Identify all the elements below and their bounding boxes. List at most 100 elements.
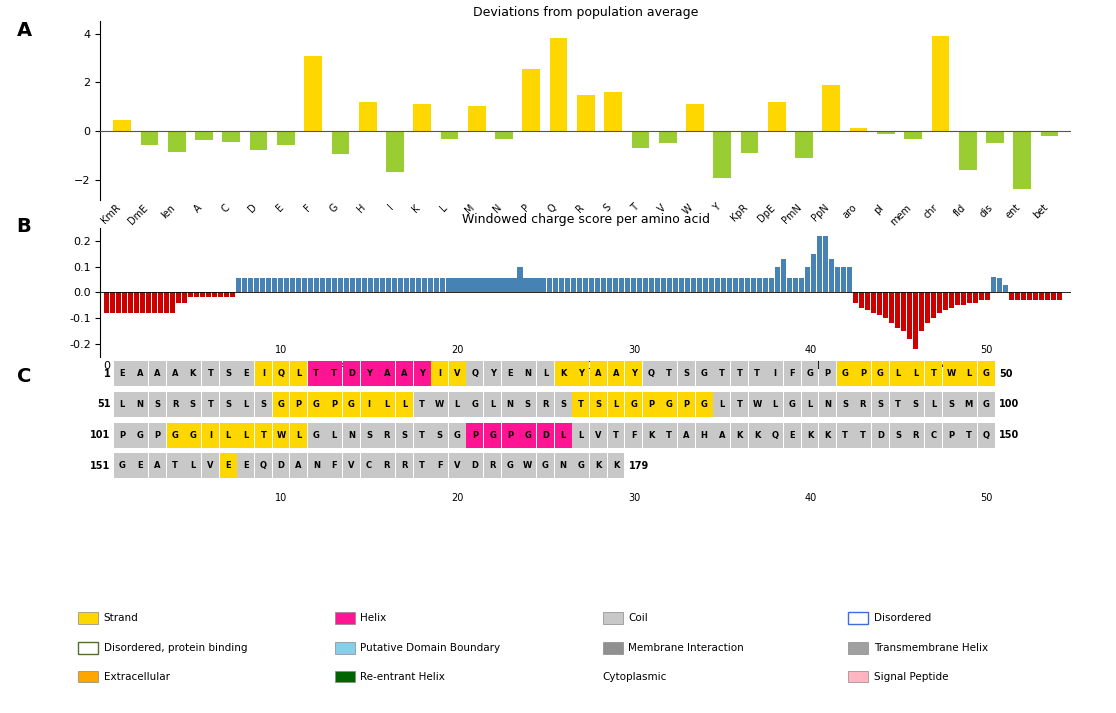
Text: A: A: [683, 431, 690, 440]
Bar: [1021, 292, 1026, 300]
Text: S: S: [225, 369, 231, 379]
Text: W: W: [435, 400, 444, 409]
Text: N: N: [559, 461, 567, 471]
Text: R: R: [859, 400, 866, 409]
Bar: [379, 278, 385, 292]
Text: K: K: [190, 369, 196, 379]
Text: Y: Y: [418, 369, 425, 379]
Bar: [493, 278, 499, 292]
Text: E: E: [789, 431, 796, 440]
Text: G: G: [312, 431, 319, 440]
Text: D: D: [348, 369, 355, 379]
Bar: [931, 292, 936, 318]
Text: Transmembrane Helix: Transmembrane Helix: [874, 643, 988, 653]
Bar: [889, 292, 894, 323]
Text: G: G: [542, 461, 549, 471]
Text: S: S: [402, 431, 407, 440]
Text: V: V: [454, 369, 461, 379]
Text: L: L: [614, 400, 618, 409]
Bar: [242, 278, 247, 292]
Bar: [584, 278, 588, 292]
Text: S: S: [843, 400, 848, 409]
Bar: [344, 278, 348, 292]
Bar: [566, 278, 570, 292]
Text: L: L: [807, 400, 812, 409]
Text: F: F: [789, 369, 796, 379]
Text: T: T: [420, 461, 425, 471]
Bar: [559, 278, 565, 292]
Text: L: L: [578, 431, 584, 440]
Bar: [547, 278, 552, 292]
Text: 50: 50: [999, 369, 1012, 379]
Bar: [331, 278, 337, 292]
Text: S: S: [560, 400, 566, 409]
Text: P: P: [648, 400, 654, 409]
Text: S: S: [260, 400, 267, 409]
Bar: [901, 292, 906, 331]
Text: S: S: [436, 431, 443, 440]
Text: R: R: [384, 461, 389, 471]
Text: G: G: [789, 400, 796, 409]
Text: Q: Q: [471, 369, 479, 379]
Bar: [114, 120, 131, 131]
Text: T: T: [860, 431, 866, 440]
Text: S: S: [154, 400, 161, 409]
Text: G: G: [631, 400, 637, 409]
Text: L: L: [331, 431, 337, 440]
Bar: [301, 278, 307, 292]
Bar: [260, 278, 264, 292]
Text: G: G: [136, 431, 143, 440]
Text: G: G: [665, 400, 672, 409]
Text: I: I: [773, 369, 777, 379]
Bar: [673, 278, 679, 292]
Text: E: E: [243, 461, 249, 471]
Bar: [157, 292, 163, 313]
Bar: [667, 278, 672, 292]
Bar: [877, 292, 882, 315]
Bar: [427, 278, 433, 292]
Text: Q: Q: [771, 431, 778, 440]
Text: E: E: [243, 369, 249, 379]
Bar: [308, 278, 312, 292]
Text: R: R: [384, 431, 389, 440]
Bar: [314, 278, 319, 292]
Bar: [386, 131, 404, 172]
Bar: [433, 278, 439, 292]
Bar: [290, 278, 295, 292]
Bar: [235, 278, 241, 292]
Text: K: K: [560, 369, 566, 379]
Text: E: E: [508, 369, 513, 379]
Text: Re-entrant Helix: Re-entrant Helix: [360, 672, 445, 682]
Bar: [200, 292, 205, 297]
Text: S: S: [913, 400, 918, 409]
Bar: [187, 292, 193, 297]
Text: S: S: [895, 431, 901, 440]
Bar: [713, 131, 731, 178]
Text: P: P: [154, 431, 161, 440]
Text: 179: 179: [628, 461, 648, 471]
Bar: [475, 278, 481, 292]
Text: L: L: [225, 431, 231, 440]
Bar: [918, 292, 924, 331]
Bar: [632, 131, 650, 148]
Text: 10: 10: [276, 493, 288, 503]
Text: L: L: [119, 400, 125, 409]
Text: T: T: [331, 369, 337, 379]
Bar: [167, 131, 185, 152]
Text: W: W: [277, 431, 286, 440]
Text: Q: Q: [278, 369, 285, 379]
Text: K: K: [595, 461, 602, 471]
Bar: [637, 278, 643, 292]
Bar: [550, 39, 568, 131]
Text: L: L: [296, 431, 301, 440]
Bar: [140, 292, 145, 313]
Bar: [141, 131, 158, 145]
Bar: [397, 278, 403, 292]
Bar: [250, 131, 268, 150]
Text: 101: 101: [90, 430, 110, 440]
Bar: [319, 278, 325, 292]
Text: E: E: [225, 461, 231, 471]
Text: V: V: [595, 431, 602, 440]
Bar: [195, 131, 213, 140]
Text: L: L: [772, 400, 778, 409]
